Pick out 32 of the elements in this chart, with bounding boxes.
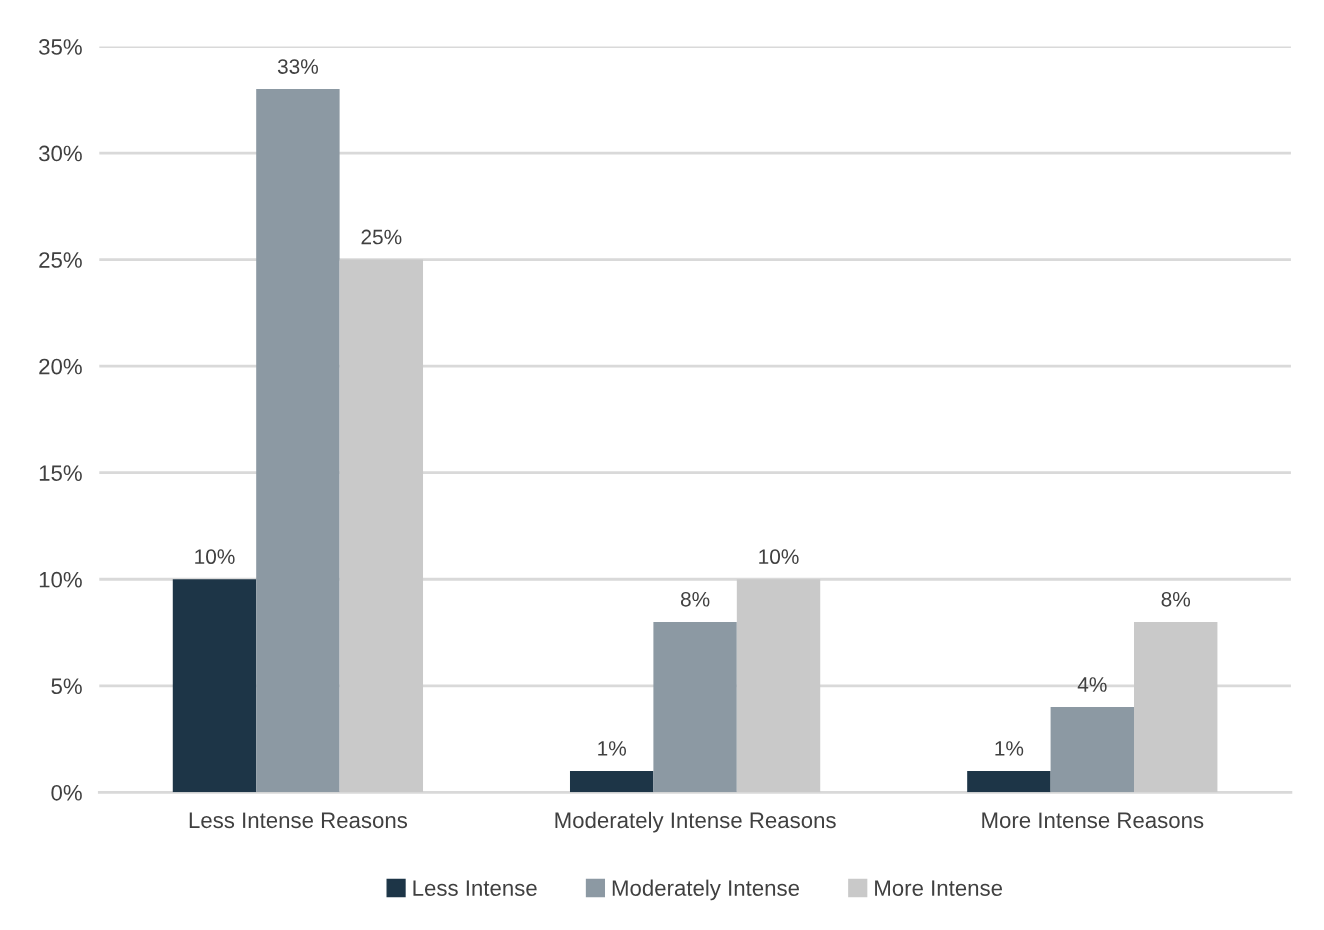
legend-label: Moderately Intense — [612, 879, 799, 901]
bar — [172, 579, 257, 793]
bar — [339, 259, 424, 793]
data-label: 10% — [195, 549, 235, 565]
data-label: 1% — [598, 741, 626, 756]
data-label: 4% — [1077, 677, 1107, 692]
y-tick-label: 0% — [51, 784, 82, 801]
y-tick-label: 15% — [39, 465, 82, 481]
y-tick-label: 35% — [39, 39, 82, 55]
bar — [1134, 621, 1218, 793]
y-tick-label: 5% — [51, 678, 82, 695]
legend-label: Less Intense — [413, 880, 537, 896]
data-label: 8% — [680, 591, 710, 607]
data-label: 33% — [277, 59, 319, 74]
data-label: 25% — [361, 229, 402, 245]
x-tick-label: Less Intense Reasons — [189, 812, 408, 829]
y-tick-label: 10% — [39, 571, 82, 588]
bar — [256, 89, 340, 793]
y-tick-label: 25% — [39, 252, 82, 268]
bar — [653, 621, 737, 793]
legend-label: More Intense — [875, 880, 1003, 896]
x-tick-label: More Intense Reasons — [982, 812, 1204, 829]
bar — [736, 579, 821, 793]
data-label: 8% — [1161, 591, 1191, 607]
x-tick-label: Moderately Intense Reasons — [555, 811, 836, 833]
data-label: 1% — [995, 741, 1024, 756]
bar — [1050, 707, 1135, 793]
y-tick-label: 30% — [39, 145, 82, 162]
y-tick-label: 20% — [39, 358, 82, 375]
bar — [569, 771, 654, 793]
bar — [967, 771, 1051, 793]
data-label: 10% — [759, 549, 799, 565]
